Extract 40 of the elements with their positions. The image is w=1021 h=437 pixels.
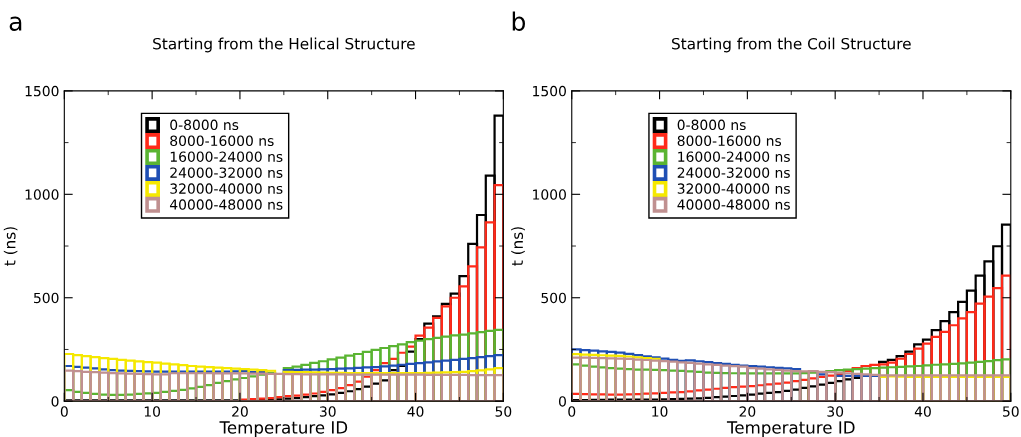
x-tick-label: 20 — [232, 406, 248, 417]
chart-title: Starting from the Helical Structure — [153, 37, 415, 53]
text: a — [9, 16, 22, 31]
legend-label: 32000-40000 ns — [677, 183, 790, 194]
legend-label: 24000-32000 ns — [170, 167, 283, 178]
legend-label: 16000-24000 ns — [170, 151, 283, 162]
legend-label: 8000-16000 ns — [170, 135, 274, 147]
x-tick-label: 10 — [652, 406, 668, 417]
legend-label: 0-8000 ns — [677, 119, 746, 131]
x-tick-label: 30 — [827, 406, 844, 417]
x-tick-label: 50 — [1003, 406, 1019, 417]
y-axis-title: t (ns) — [3, 227, 18, 266]
y-tick-label: 1000 — [25, 189, 59, 200]
x-tick-label: 0 — [60, 406, 68, 417]
legend-label: 40000-48000 ns — [677, 199, 790, 210]
x-tick-label: 50 — [495, 406, 512, 417]
text: b — [512, 11, 525, 31]
y-axis-title: t (ns) — [511, 227, 525, 266]
y-tick-label: 1500 — [25, 85, 59, 97]
legend-label: 32000-40000 ns — [170, 183, 283, 194]
y-tick-label: 1500 — [533, 85, 566, 97]
y-tick-label: 0 — [51, 396, 59, 407]
legend-label: 8000-16000 ns — [677, 135, 782, 147]
legend-label: 0-8000 ns — [170, 119, 239, 131]
x-tick-label: 0 — [568, 406, 576, 417]
legend-label: 16000-24000 ns — [678, 151, 790, 162]
y-tick-label: 500 — [34, 292, 59, 304]
x-tick-label: 40 — [914, 406, 931, 417]
y-tick-label: 1000 — [533, 189, 566, 200]
x-tick-label: 10 — [144, 406, 161, 417]
x-tick-label: 20 — [739, 406, 756, 417]
y-tick-label: 0 — [558, 396, 566, 407]
x-tick-label: 40 — [407, 406, 424, 417]
legend-label: 24000-32000 ns — [677, 167, 790, 178]
x-axis-title: Temperature ID — [219, 421, 348, 437]
chart-title: Starting from the Coil Structure — [672, 37, 911, 53]
legend-label: 40000-48000 ns — [169, 199, 283, 210]
x-tick-label: 30 — [319, 406, 336, 417]
y-tick-label: 500 — [541, 292, 566, 304]
x-axis-title: Temperature ID — [726, 421, 855, 437]
